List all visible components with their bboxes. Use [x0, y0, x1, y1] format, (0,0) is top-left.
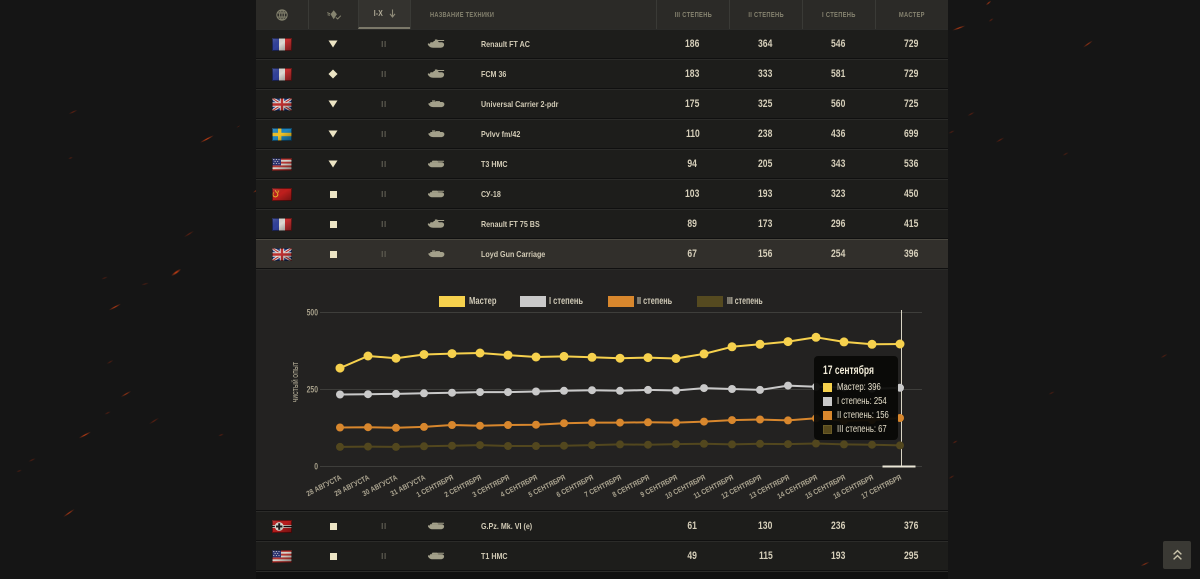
svg-text:ЧИСТЫЙ ОПЫТ: ЧИСТЫЙ ОПЫТ: [291, 362, 300, 402]
svg-text:500: 500: [307, 307, 319, 317]
svg-text:0: 0: [314, 461, 318, 471]
svg-text:250: 250: [307, 384, 319, 394]
